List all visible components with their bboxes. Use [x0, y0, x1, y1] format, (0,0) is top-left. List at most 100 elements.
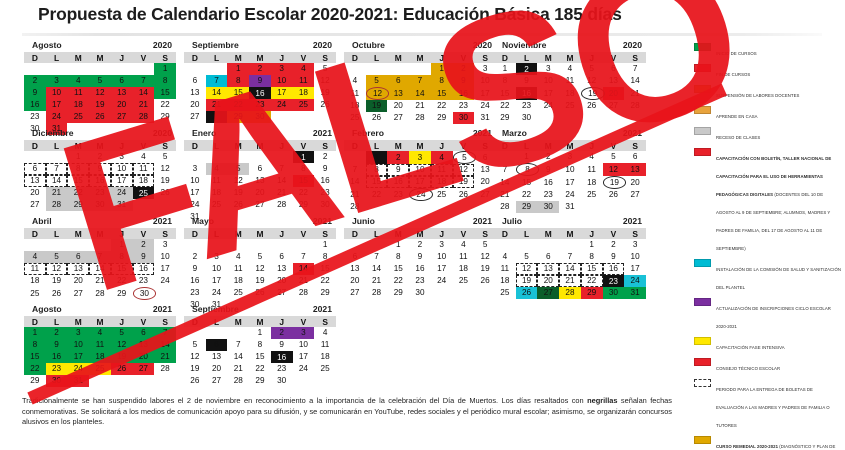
- day-cell[interactable]: 18: [206, 187, 228, 199]
- day-cell[interactable]: 30: [537, 201, 560, 213]
- day-cell[interactable]: 1: [494, 63, 516, 75]
- day-cell[interactable]: 7: [154, 327, 176, 339]
- day-cell[interactable]: 19: [184, 363, 206, 375]
- day-cell[interactable]: 27: [344, 287, 366, 299]
- day-cell[interactable]: 18: [24, 275, 46, 287]
- day-cell[interactable]: 8: [515, 163, 540, 176]
- day-cell[interactable]: 3: [624, 239, 646, 251]
- day-cell[interactable]: 21: [494, 189, 516, 201]
- day-cell[interactable]: 17: [293, 351, 315, 363]
- day-cell[interactable]: 11: [453, 251, 475, 263]
- day-cell[interactable]: 23: [89, 187, 111, 199]
- day-cell[interactable]: 15: [24, 351, 46, 363]
- day-cell[interactable]: 3: [537, 63, 559, 75]
- day-cell[interactable]: 24: [45, 111, 68, 123]
- day-cell[interactable]: 13: [387, 87, 410, 100]
- day-cell[interactable]: 7: [205, 75, 228, 87]
- day-cell[interactable]: 30: [271, 375, 293, 387]
- day-cell[interactable]: 16: [249, 87, 271, 99]
- day-cell[interactable]: 26: [227, 199, 249, 211]
- day-cell[interactable]: 22: [249, 363, 271, 375]
- day-cell[interactable]: 2: [537, 151, 559, 163]
- day-cell[interactable]: 16: [132, 263, 155, 275]
- day-cell[interactable]: 24: [206, 287, 228, 299]
- day-cell[interactable]: 20: [537, 275, 560, 287]
- day-cell[interactable]: 26: [474, 275, 496, 287]
- day-cell[interactable]: 7: [271, 163, 293, 175]
- day-cell[interactable]: 21: [89, 275, 111, 287]
- day-cell[interactable]: 8: [314, 251, 336, 263]
- day-cell[interactable]: 17: [154, 263, 176, 275]
- day-cell[interactable]: 4: [133, 151, 155, 163]
- day-cell[interactable]: 30: [89, 199, 111, 211]
- day-cell[interactable]: 12: [249, 263, 271, 275]
- day-cell[interactable]: 22: [580, 275, 603, 287]
- day-cell[interactable]: 20: [132, 351, 155, 363]
- day-cell[interactable]: 4: [67, 75, 90, 87]
- day-cell[interactable]: 9: [132, 251, 155, 263]
- day-cell[interactable]: 21: [205, 99, 228, 111]
- day-cell[interactable]: 27: [132, 363, 155, 375]
- day-cell[interactable]: 16: [184, 275, 206, 287]
- day-cell[interactable]: 6: [24, 163, 46, 175]
- day-cell[interactable]: 13: [249, 175, 271, 187]
- day-cell[interactable]: 27: [624, 189, 646, 201]
- day-cell[interactable]: 25: [494, 287, 516, 299]
- day-cell[interactable]: 28: [45, 199, 68, 211]
- day-cell[interactable]: 7: [45, 163, 68, 175]
- day-cell[interactable]: 24: [184, 199, 206, 211]
- day-cell[interactable]: 22: [67, 187, 90, 199]
- day-cell[interactable]: 18: [494, 275, 516, 287]
- day-cell[interactable]: 28: [624, 100, 646, 112]
- day-cell[interactable]: 27: [24, 199, 46, 211]
- day-cell[interactable]: 26: [46, 287, 68, 300]
- day-cell[interactable]: 16: [602, 263, 625, 275]
- day-cell[interactable]: 23: [24, 111, 46, 123]
- day-cell[interactable]: 10: [67, 339, 90, 351]
- day-cell[interactable]: 6: [344, 251, 366, 263]
- day-cell[interactable]: 6: [603, 63, 625, 75]
- day-cell[interactable]: 8: [581, 251, 603, 263]
- day-cell[interactable]: 16: [537, 176, 559, 189]
- day-cell[interactable]: 1: [387, 239, 409, 251]
- day-cell[interactable]: 29: [515, 201, 538, 213]
- day-cell[interactable]: 20: [344, 275, 366, 287]
- day-cell[interactable]: 31: [624, 287, 646, 299]
- day-cell[interactable]: 8: [430, 75, 453, 87]
- day-cell[interactable]: 30: [516, 112, 538, 124]
- day-cell[interactable]: 25: [24, 287, 46, 300]
- day-cell[interactable]: 21: [344, 188, 366, 201]
- day-cell[interactable]: 2: [132, 239, 155, 251]
- day-cell[interactable]: 9: [249, 75, 271, 87]
- day-cell[interactable]: 8: [293, 163, 315, 175]
- day-cell[interactable]: 9: [89, 163, 111, 175]
- day-cell[interactable]: 23: [249, 99, 271, 111]
- day-cell[interactable]: 22: [366, 188, 388, 201]
- day-cell[interactable]: 6: [132, 327, 155, 339]
- day-cell[interactable]: 17: [474, 87, 496, 100]
- day-cell[interactable]: 12: [515, 263, 538, 275]
- day-cell[interactable]: 12: [89, 87, 111, 99]
- day-cell[interactable]: 24: [431, 275, 453, 287]
- day-cell[interactable]: 16: [270, 351, 293, 363]
- day-cell[interactable]: 19: [89, 99, 111, 111]
- day-cell[interactable]: 23: [453, 100, 475, 112]
- day-cell[interactable]: 11: [430, 164, 453, 176]
- day-cell[interactable]: 3: [409, 151, 431, 164]
- day-cell[interactable]: 1: [110, 239, 133, 251]
- day-cell[interactable]: 17: [45, 99, 68, 111]
- day-cell[interactable]: 4: [292, 63, 315, 75]
- day-cell[interactable]: 8: [154, 75, 176, 87]
- day-cell[interactable]: 7: [89, 251, 111, 263]
- day-cell[interactable]: 24: [67, 363, 90, 375]
- day-cell[interactable]: 28: [89, 287, 111, 300]
- day-cell[interactable]: 29: [111, 287, 133, 300]
- day-cell[interactable]: 16: [24, 99, 46, 111]
- day-cell[interactable]: 4: [494, 251, 516, 263]
- day-cell[interactable]: 18: [132, 175, 155, 187]
- day-cell[interactable]: 31: [67, 375, 90, 387]
- day-cell[interactable]: 9: [516, 75, 538, 87]
- day-cell[interactable]: 23: [409, 275, 431, 287]
- day-cell[interactable]: 26: [366, 112, 388, 124]
- day-cell[interactable]: 11: [494, 263, 516, 275]
